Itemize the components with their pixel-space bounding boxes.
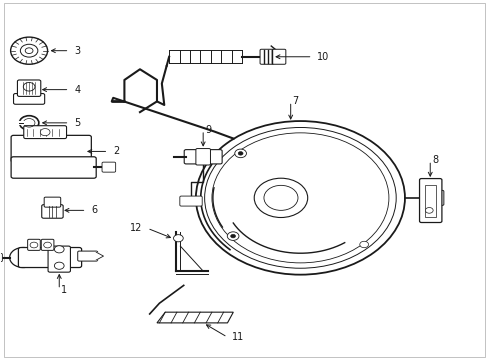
Circle shape (30, 242, 38, 248)
FancyBboxPatch shape (272, 49, 285, 64)
Text: 5: 5 (74, 118, 81, 128)
FancyBboxPatch shape (19, 248, 81, 267)
Text: 10: 10 (317, 52, 329, 62)
FancyBboxPatch shape (24, 126, 66, 139)
FancyBboxPatch shape (196, 149, 210, 165)
Circle shape (54, 246, 64, 253)
Text: 6: 6 (91, 205, 97, 215)
Circle shape (43, 242, 51, 248)
FancyBboxPatch shape (429, 190, 443, 205)
Circle shape (359, 241, 368, 248)
Text: 2: 2 (113, 147, 119, 157)
Circle shape (11, 37, 47, 64)
Circle shape (234, 149, 246, 158)
Circle shape (40, 129, 50, 136)
Circle shape (10, 248, 37, 267)
Text: 7: 7 (292, 96, 298, 107)
Circle shape (238, 152, 243, 155)
FancyBboxPatch shape (41, 204, 63, 218)
Text: 1: 1 (61, 285, 67, 295)
FancyBboxPatch shape (28, 239, 40, 250)
Polygon shape (157, 312, 233, 323)
FancyBboxPatch shape (78, 251, 98, 261)
FancyBboxPatch shape (11, 157, 96, 178)
FancyBboxPatch shape (180, 196, 202, 206)
FancyBboxPatch shape (260, 49, 273, 64)
Text: 9: 9 (204, 125, 211, 135)
FancyBboxPatch shape (14, 94, 44, 104)
FancyBboxPatch shape (18, 80, 41, 96)
Circle shape (173, 235, 183, 242)
Circle shape (54, 262, 64, 269)
Text: 3: 3 (74, 46, 81, 56)
Text: 8: 8 (431, 156, 437, 165)
FancyBboxPatch shape (48, 246, 70, 272)
FancyBboxPatch shape (419, 179, 441, 222)
Circle shape (230, 234, 235, 238)
FancyBboxPatch shape (425, 185, 435, 217)
FancyBboxPatch shape (102, 162, 116, 172)
Text: 12: 12 (130, 223, 142, 233)
FancyBboxPatch shape (184, 150, 222, 164)
Text: 11: 11 (232, 332, 244, 342)
FancyBboxPatch shape (44, 197, 61, 207)
Polygon shape (96, 252, 103, 260)
FancyBboxPatch shape (0, 253, 2, 261)
FancyBboxPatch shape (11, 135, 91, 162)
Circle shape (227, 232, 239, 240)
Circle shape (425, 207, 432, 213)
Text: 4: 4 (74, 85, 81, 95)
FancyBboxPatch shape (41, 239, 54, 250)
